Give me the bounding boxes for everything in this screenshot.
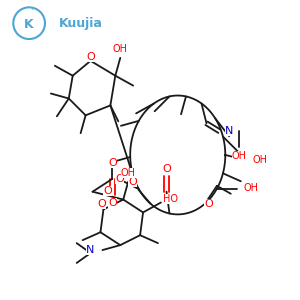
Text: N: N [225, 126, 233, 136]
Text: N: N [86, 245, 95, 255]
Text: O: O [128, 177, 137, 187]
Text: O: O [103, 186, 112, 196]
Text: HO: HO [163, 194, 178, 203]
Text: Kuujia: Kuujia [59, 17, 103, 30]
Text: O: O [204, 199, 213, 208]
Text: OH: OH [121, 168, 136, 178]
Text: O: O [86, 52, 95, 62]
Text: O: O [162, 164, 171, 174]
Text: O: O [116, 174, 124, 184]
Text: OH: OH [232, 151, 247, 161]
Text: O: O [97, 200, 106, 209]
Text: OH: OH [113, 44, 128, 54]
Text: °: ° [30, 8, 34, 14]
Text: OH: OH [244, 183, 259, 193]
Text: O: O [108, 198, 117, 208]
Text: K: K [24, 18, 34, 31]
Text: OH: OH [253, 155, 268, 165]
Text: O: O [108, 158, 117, 168]
